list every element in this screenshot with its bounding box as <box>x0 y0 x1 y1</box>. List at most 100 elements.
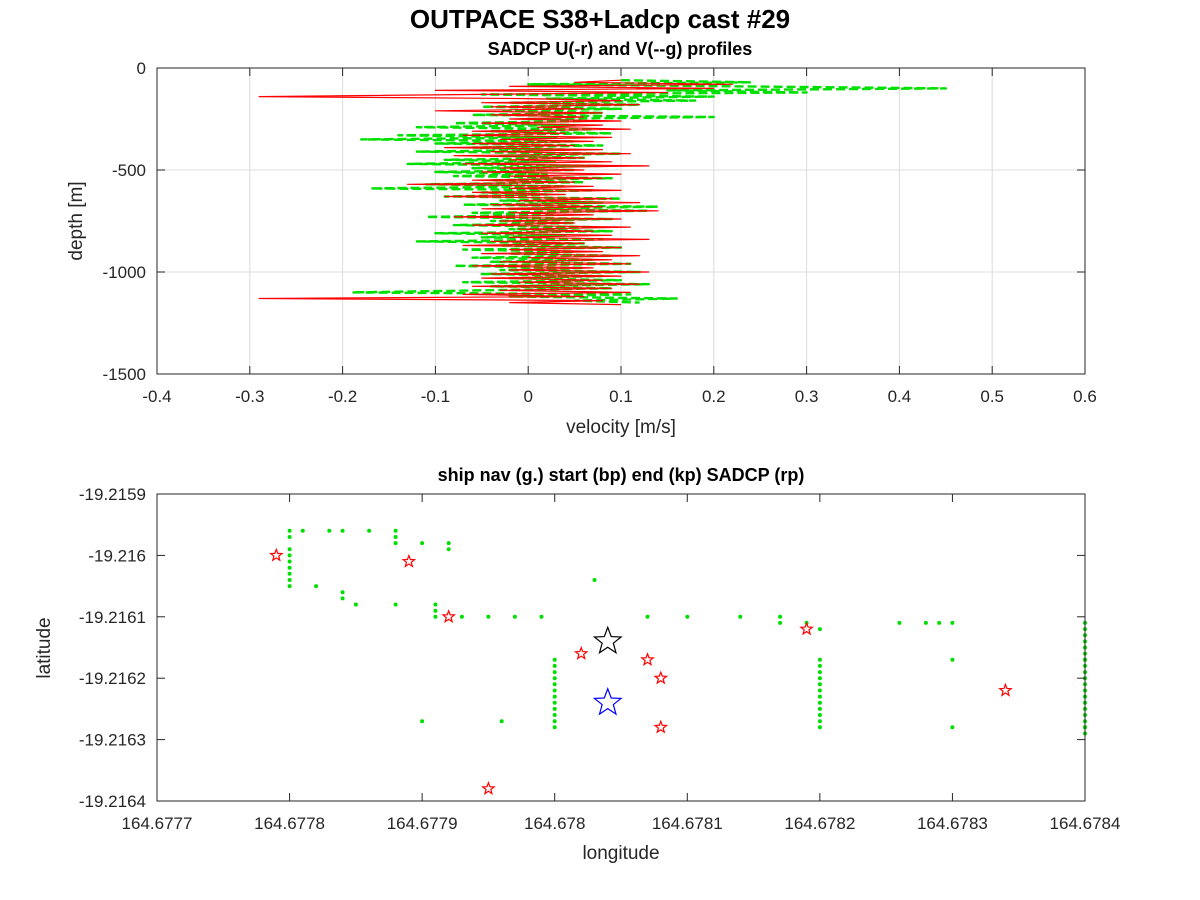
ship-nav-point <box>340 590 345 595</box>
ship-nav-point <box>817 706 822 711</box>
ship-nav-point <box>552 676 557 681</box>
profile-y-axis-label: depth [m] <box>66 181 87 260</box>
ship-nav-panel: ship nav (g.) start (bp) end (kp) SADCP … <box>34 465 1121 864</box>
ship-nav-point <box>817 694 822 699</box>
ship-nav-point <box>300 528 305 533</box>
nav-x-tick-label: 164.6784 <box>1050 814 1121 833</box>
ship-nav-point <box>486 614 491 619</box>
nav-axes-box <box>156 493 1086 802</box>
sadcp-position-star <box>401 553 417 568</box>
ship-nav-point <box>433 602 438 607</box>
ship-nav-point <box>937 620 942 625</box>
sadcp-position-star <box>799 621 814 636</box>
nav-x-axis-label: longitude <box>582 843 659 864</box>
ship-nav-point <box>817 657 822 662</box>
ship-nav-point <box>287 535 292 539</box>
ship-nav-point <box>552 663 557 668</box>
ship-nav-point <box>950 620 955 625</box>
ship-nav-point <box>287 547 292 552</box>
start-position-star <box>592 687 623 716</box>
nav-x-tick-label: 164.6777 <box>122 814 193 833</box>
ship-nav-point <box>950 725 955 730</box>
ship-nav-point <box>817 676 822 681</box>
nav-x-tick-label: 164.678 <box>524 814 585 833</box>
ship-nav-point <box>353 602 358 607</box>
ship-nav-point <box>817 713 822 717</box>
nav-data-layer <box>268 528 1087 795</box>
profile-x-tick-label: -0.4 <box>142 387 171 406</box>
end-position-star <box>592 625 623 655</box>
ship-nav-point <box>340 528 345 533</box>
ship-nav-point <box>499 719 504 724</box>
u-velocity-line <box>258 79 734 306</box>
ship-nav-point <box>393 528 398 533</box>
profile-chart-title: SADCP U(-r) and V(--g) profiles <box>488 39 753 59</box>
ship-nav-point <box>817 700 822 705</box>
profile-y-tick-label: -1500 <box>103 365 146 384</box>
ship-nav-point <box>287 578 292 582</box>
ship-nav-point <box>446 547 451 552</box>
ship-nav-point <box>817 719 822 724</box>
profile-data-layer <box>258 79 947 306</box>
ship-nav-point <box>817 670 822 675</box>
profile-x-tick-label: -0.1 <box>421 387 450 406</box>
profile-x-tick-label: 0.3 <box>795 387 819 406</box>
ship-nav-point <box>287 584 292 589</box>
ship-nav-point <box>817 725 822 730</box>
ship-nav-point <box>433 614 438 619</box>
sadcp-position-star <box>573 645 589 660</box>
profile-x-tick-label: -0.3 <box>235 387 264 406</box>
ship-nav-point <box>552 719 557 724</box>
ship-nav-point <box>552 694 557 699</box>
ship-nav-point <box>287 528 292 533</box>
nav-y-axis-label: latitude <box>34 617 55 678</box>
profile-y-tick-label: -500 <box>112 161 146 180</box>
ship-nav-point <box>420 719 425 724</box>
ship-nav-point <box>393 541 398 546</box>
sadcp-position-star <box>640 652 655 667</box>
ship-nav-point <box>817 688 822 693</box>
ship-nav-point <box>950 657 955 662</box>
ship-nav-point <box>817 627 822 632</box>
sadcp-position-star <box>441 609 456 624</box>
profile-y-tick-label: 0 <box>137 59 146 78</box>
profile-x-tick-label: 0.6 <box>1073 387 1097 406</box>
profile-y-tick-label: -1000 <box>103 263 146 282</box>
profile-x-axis-label: velocity [m/s] <box>566 417 676 438</box>
ship-nav-point <box>340 596 345 601</box>
nav-y-tick-label: -19.2163 <box>79 731 146 750</box>
nav-y-tick-label: -19.2161 <box>79 608 146 627</box>
nav-y-tick-label: -19.2162 <box>79 669 146 688</box>
figure-title: OUTPACE S38+Ladcp cast #29 <box>410 4 790 34</box>
ship-nav-point <box>552 725 557 730</box>
ship-nav-point <box>393 602 398 607</box>
profile-ticks: -0.4 -0.3 -0.2 -0.1 0 0.1 0.2 0.3 0.4 0.5 0.6 0 -500… <box>103 59 1097 406</box>
sadcp-position-star <box>481 781 496 795</box>
ship-nav-point <box>512 614 517 619</box>
ship-nav-point <box>552 688 557 693</box>
ship-nav-point <box>287 553 292 558</box>
velocity-profile-panel: SADCP U(-r) and V(--g) profiles -0.4 -0.3… <box>66 39 1097 438</box>
nav-x-tick-label: 164.6779 <box>387 814 458 833</box>
sadcp-position-star <box>998 682 1013 697</box>
nav-y-tick-label: -19.2159 <box>79 485 146 504</box>
profile-x-tick-label: -0.2 <box>328 387 357 406</box>
ship-nav-point <box>433 608 438 613</box>
ship-nav-point <box>552 706 557 711</box>
ship-nav-point <box>552 657 557 662</box>
ship-nav-point <box>420 541 425 546</box>
profile-x-tick-label: 0.4 <box>888 387 912 406</box>
ship-nav-point <box>817 682 822 687</box>
ship-nav-point <box>778 614 783 619</box>
nav-chart-title: ship nav (g.) start (bp) end (kp) SADCP … <box>438 465 805 485</box>
ship-nav-point <box>287 571 292 576</box>
nav-x-tick-label: 164.6778 <box>254 814 325 833</box>
profile-x-tick-label: 0 <box>523 387 532 406</box>
sadcp-position-star <box>653 670 669 685</box>
ship-nav-point <box>552 713 557 717</box>
nav-y-tick-label: -19.2164 <box>79 792 146 811</box>
ship-nav-point <box>923 620 928 625</box>
ship-nav-point <box>314 584 319 589</box>
nav-x-tick-label: 164.6782 <box>784 814 855 833</box>
